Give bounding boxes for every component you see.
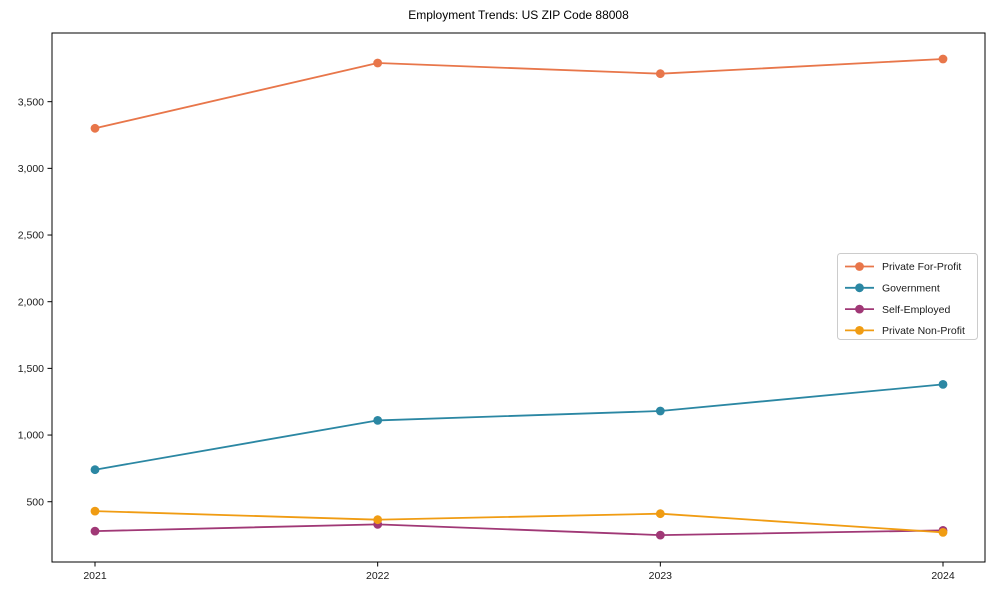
series-private-non-profit	[90, 506, 948, 537]
legend: Private For-Profit Government Self-Employe…	[837, 253, 978, 340]
legend-marker	[855, 326, 864, 335]
y-axis: 500 1,000 1,500 2,000 2,500 3,000 3,500	[18, 96, 52, 508]
legend-label: Government	[882, 283, 940, 295]
y-tick-label: 1,000	[18, 430, 44, 442]
chart-title: Employment Trends: US ZIP Code 88008	[408, 8, 629, 22]
data-point-marker	[90, 526, 100, 536]
data-point-marker	[373, 515, 383, 525]
y-tick-label: 1,500	[18, 363, 44, 375]
data-point-marker	[373, 58, 383, 68]
x-tick-label: 2021	[83, 570, 107, 582]
data-point-marker	[90, 506, 100, 516]
legend-item-self-employed: Self-Employed	[845, 304, 950, 316]
legend-label: Self-Employed	[882, 304, 950, 316]
y-tick-label: 3,000	[18, 163, 44, 175]
data-point-marker	[938, 380, 948, 389]
data-point-marker	[655, 509, 665, 519]
legend-item-private-for-profit: Private For-Profit	[845, 261, 961, 273]
data-point-marker	[655, 530, 665, 540]
legend-item-private-non-profit: Private Non-Profit	[845, 325, 965, 337]
data-point-marker	[655, 406, 665, 416]
series-line	[94, 510, 944, 534]
y-tick-label: 3,500	[18, 96, 44, 108]
series-self-employed	[90, 520, 948, 540]
legend-label: Private For-Profit	[882, 261, 961, 273]
data-point-marker	[373, 416, 383, 425]
legend-label: Private Non-Profit	[882, 325, 965, 337]
data-point-marker	[655, 69, 665, 79]
series-line	[94, 383, 944, 471]
legend-marker	[855, 304, 864, 314]
data-point-marker	[90, 123, 100, 133]
data-point-marker	[938, 54, 948, 64]
x-tick-label: 2023	[649, 570, 673, 582]
series-private-for-profit	[90, 54, 948, 133]
y-tick-label: 500	[26, 496, 44, 508]
legend-item-government: Government	[845, 283, 940, 295]
legend-box	[837, 253, 978, 340]
y-tick-label: 2,500	[18, 230, 44, 242]
series-line	[94, 523, 944, 536]
data-point-marker	[90, 465, 100, 475]
x-axis: 2021 2022 2023 2024	[83, 562, 955, 582]
series-line	[94, 58, 944, 130]
plot-frame	[51, 32, 986, 563]
y-tick-label: 2,000	[18, 296, 44, 308]
x-tick-label: 2024	[931, 570, 955, 582]
data-point-marker	[938, 528, 948, 537]
legend-marker	[855, 283, 864, 293]
series-government	[90, 380, 948, 475]
x-tick-label: 2022	[366, 570, 390, 582]
legend-marker	[855, 262, 864, 271]
